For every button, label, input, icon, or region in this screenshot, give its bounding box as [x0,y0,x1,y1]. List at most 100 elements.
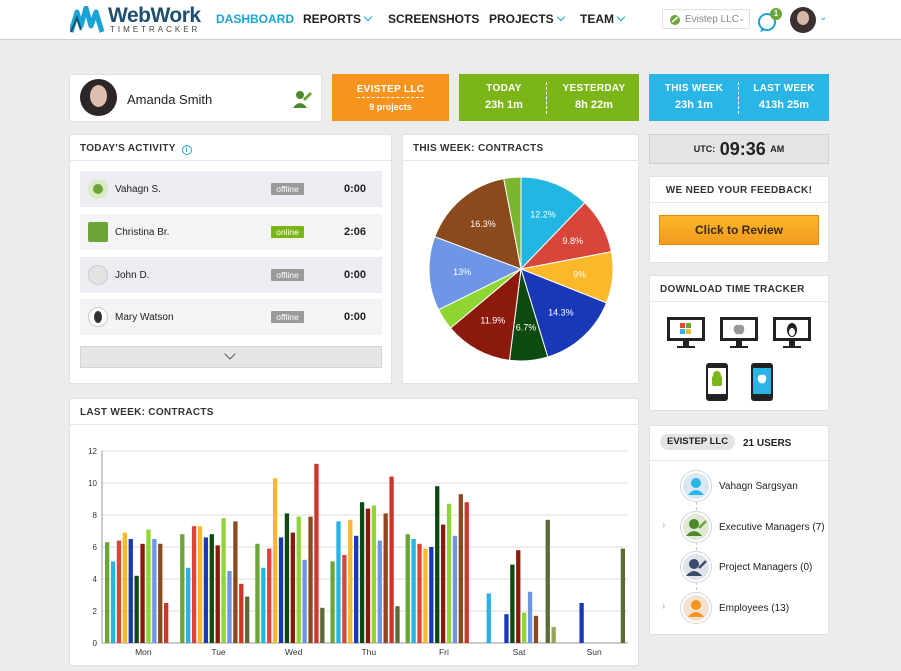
group-node[interactable] [681,512,711,542]
activity-row[interactable]: Mary Watson offline 0:00 [80,299,382,335]
bar [348,519,353,643]
click-to-review-button[interactable]: Click to Review [659,215,819,245]
company-selector-label: Evistep LLC [685,14,739,25]
pie-slice [520,268,608,358]
company-chip[interactable]: EVISTEP LLC [660,434,736,450]
bar [486,593,491,643]
tree-item-label[interactable]: Executive Managers (7) [719,522,825,533]
bar [446,503,452,643]
chevron-down-icon [363,12,373,22]
user-avatar-icon [88,222,108,242]
company-selector[interactable]: Evistep LLC ⌄ [662,9,750,29]
nav-projects[interactable]: PROJECTS [489,12,565,26]
yesterday-label: YESTERDAY [562,83,626,94]
nav-dashboard[interactable]: DASHBOARD [216,12,294,26]
bar [533,615,539,643]
pie-slice [449,267,522,361]
show-more-button[interactable] [80,346,382,368]
nav-team-label: TEAM [580,12,614,26]
profile-avatar[interactable] [80,79,117,116]
clock-suffix: AM [770,144,785,154]
this-week-label: THIS WEEK [664,83,724,94]
pie-slice-label: 11.9% [480,316,505,326]
user-node[interactable] [681,471,711,501]
mac-download-button[interactable] [719,316,759,348]
ios-download-button[interactable] [750,362,774,402]
feedback-card: WE NEED YOUR FEEDBACK! Click to Review [649,176,829,263]
nav-reports[interactable]: REPORTS [303,12,373,26]
bar [522,612,527,643]
tree-item-label[interactable]: Vahagn Sargsyan [719,481,798,492]
divider [738,82,739,114]
bar [122,532,127,643]
bar [383,513,388,643]
y-tick-label: 8 [93,511,98,520]
chevron-right-icon[interactable]: › [662,520,666,531]
notifications-button[interactable]: 1 [757,8,782,33]
chevron-down-icon [616,12,626,22]
tree-item-label[interactable]: Project Managers (0) [719,562,813,573]
this-week-value: 23h 1m [675,99,713,111]
bar [105,542,110,643]
nav-team[interactable]: TEAM [580,12,626,26]
x-tick-label: Fri [439,647,449,657]
bar [203,537,209,643]
bar [371,505,377,643]
bar [255,543,260,643]
notification-count-badge: 1 [770,8,782,20]
bar [308,516,313,643]
activity-row[interactable]: Christina Br. online 2:06 [80,214,382,250]
user-icon [688,478,704,495]
tree-item-label[interactable]: Employees (13) [719,603,790,614]
pie-slice [503,176,522,270]
activity-row[interactable]: Vahagn S. offline 0:00 [80,171,382,207]
activity-user-name: Vahagn S. [115,184,161,195]
activity-title-bar: TODAY'S ACTIVITY i [70,135,391,161]
bar-title: LAST WEEK: CONTRACTS [70,399,638,425]
x-tick-label: Mon [135,647,152,657]
windows-icon [667,317,705,348]
bar-chart: 0 2 4 6 8 10 12 Mon Tue Wed Thu Fri Sat Sun [88,447,628,657]
nav-projects-label: PROJECTS [489,12,554,26]
last-week-label: LAST WEEK [753,83,815,94]
ios-icon [751,363,773,401]
download-tracker-card: DOWNLOAD TIME TRACKER [649,275,829,411]
bar [336,521,341,643]
company-stat-box[interactable]: EVISTEP LLC 9 projects [332,74,449,121]
nav-screenshots[interactable]: SCREENSHOTS [388,12,480,26]
bar [354,535,359,643]
chevron-right-icon[interactable]: › [662,601,666,612]
user-avatar[interactable] [790,7,816,33]
y-tick-label: 10 [88,479,97,488]
user-settings-icon[interactable] [291,88,313,110]
bar [365,508,371,643]
linux-download-button[interactable] [772,316,812,348]
chevron-down-icon[interactable]: ⌄ [819,12,828,23]
user-avatar-icon [88,179,108,199]
activity-row[interactable]: John D. offline 0:00 [80,257,382,293]
users-tree-card: EVISTEP LLC 21 USERS [649,425,829,635]
todays-activity-card: TODAY'S ACTIVITY i Vahagn S. offline 0:0… [69,134,392,384]
webwork-logo[interactable]: WebWork TIMETRACKER [70,4,210,36]
group-node[interactable] [681,593,711,623]
bar [405,534,410,643]
x-tick-label: Tue [211,647,226,657]
x-tick-label: Wed [285,647,303,657]
chevron-down-icon: ⌄ [738,14,745,23]
user-avatar-icon [88,265,108,285]
bar [290,532,295,643]
pie-slice [434,178,522,270]
windows-download-button[interactable] [666,316,706,348]
bar [180,534,185,643]
activity-user-name: Mary Watson [115,312,174,323]
pie-slice-label: 14.3% [548,307,574,317]
group-node[interactable] [681,552,711,582]
executive-manager-icon [686,519,707,536]
bar [423,548,428,643]
info-icon[interactable]: i [181,145,192,155]
bar [389,476,394,643]
android-download-button[interactable] [705,362,729,402]
bar [146,529,151,643]
y-tick-label: 6 [93,543,98,552]
bar [359,502,365,643]
